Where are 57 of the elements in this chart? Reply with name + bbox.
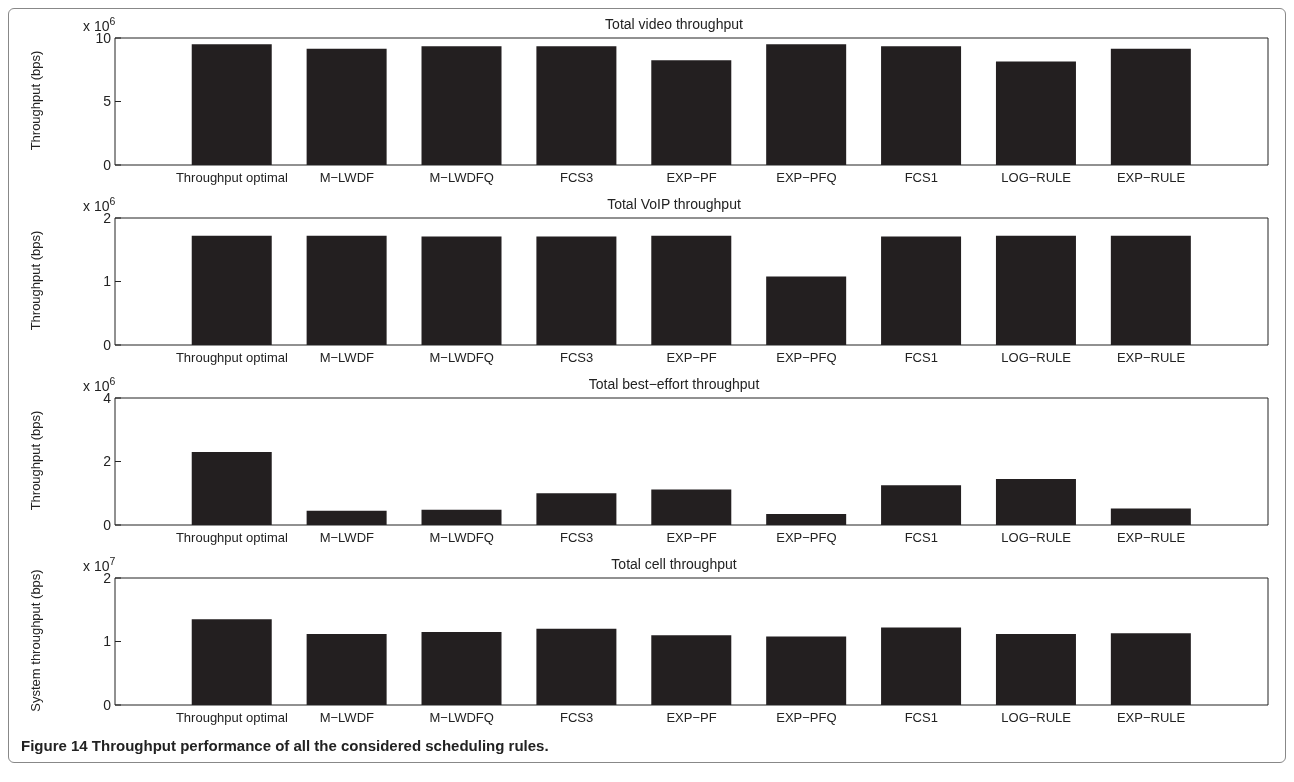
x-tick-label: FCS3: [559, 710, 594, 726]
caption: Figure 14 Throughput performance of all the considered scheduling rules.: [21, 737, 550, 754]
chart-title: Total VoIP throughput: [607, 196, 741, 212]
x-tick-label: Throughput optimal: [175, 530, 289, 546]
y-tick-label: 2: [103, 453, 112, 470]
x-tick-label: M−LWDF: [319, 710, 375, 726]
text: x 10$^{6}$: [83, 375, 116, 394]
x-tick-label: FCS1: [904, 530, 938, 546]
x-tick-label: EXP−PF: [666, 170, 717, 186]
x-tick-label: Throughput optimal: [175, 350, 289, 366]
text: x 10$^{6}$: [83, 195, 116, 214]
x-tick-label: EXP−PF: [666, 350, 717, 366]
x-tick-label: M−LWDFQ: [429, 530, 494, 546]
y-axis-title: Throughput (bps): [27, 410, 43, 511]
x-tick-label: FCS3: [559, 350, 594, 366]
x-tick-label: M−LWDFQ: [429, 170, 494, 186]
x-tick-label: EXP−PFQ: [776, 530, 837, 546]
y-axis-title: Throughput (bps): [27, 50, 43, 151]
x-tick-label: FCS1: [904, 170, 938, 186]
x-tick-label: LOG−RULE: [1001, 530, 1072, 546]
y-axis-title: Throughput (bps): [27, 230, 43, 331]
y-tick-label: 5: [103, 93, 112, 110]
x-tick-label: M−LWDFQ: [429, 710, 494, 726]
chart-title: Total video throughput: [605, 16, 743, 32]
x-tick-label: EXP−PFQ: [776, 710, 837, 726]
x-tick-label: LOG−RULE: [1001, 710, 1072, 726]
x-tick-label: FCS1: [904, 350, 938, 366]
text: x 10$^{6}$: [83, 15, 116, 34]
x-tick-label: FCS3: [559, 170, 594, 186]
y-tick-label: 0: [103, 156, 112, 173]
y-tick-label: 1: [103, 273, 112, 290]
x-tick-label: Throughput optimal: [175, 710, 289, 726]
x-tick-label: M−LWDF: [319, 170, 375, 186]
x-tick-label: LOG−RULE: [1001, 350, 1072, 366]
y-tick-label: 1: [103, 633, 112, 650]
x-tick-label: EXP−PFQ: [776, 350, 837, 366]
x-tick-label: Throughput optimal: [175, 170, 289, 186]
x-tick-label: FCS1: [904, 710, 938, 726]
x-tick-label: FCS3: [559, 530, 594, 546]
x-tick-label: EXP−PF: [666, 710, 717, 726]
x-tick-label: EXP−RULE: [1116, 350, 1186, 366]
x-tick-label: EXP−PFQ: [776, 170, 837, 186]
x-tick-label: LOG−RULE: [1001, 170, 1072, 186]
y-tick-label: 0: [103, 696, 112, 713]
x-tick-label: M−LWDF: [319, 530, 375, 546]
text: x 10$^{7}$: [83, 555, 116, 574]
x-tick-label: EXP−RULE: [1116, 710, 1186, 726]
chart-title: Total best−effort throughput: [588, 376, 760, 392]
x-tick-label: M−LWDFQ: [429, 350, 494, 366]
x-tick-label: M−LWDF: [319, 350, 375, 366]
y-axis-title: System throughput (bps): [27, 569, 43, 712]
x-tick-label: EXP−RULE: [1116, 530, 1186, 546]
y-tick-label: 0: [103, 336, 112, 353]
chart-title: Total cell throughput: [611, 556, 737, 572]
y-tick-label: 0: [103, 516, 112, 533]
x-tick-label: EXP−RULE: [1116, 170, 1186, 186]
x-tick-label: EXP−PF: [666, 530, 717, 546]
